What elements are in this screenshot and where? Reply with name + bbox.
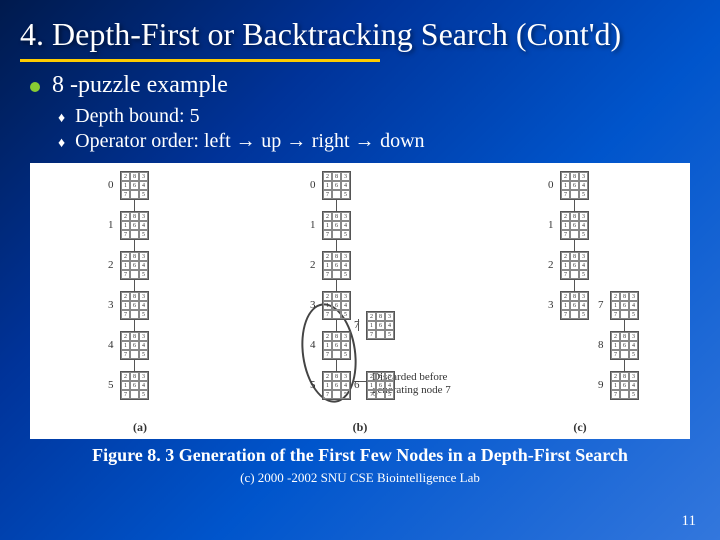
main-bullet-text: 8 -puzzle example: [52, 72, 228, 99]
slide-title: 4. Depth-First or Backtracking Search (C…: [0, 0, 720, 57]
panel-c: (c) 028316475128316475228316475328316475…: [470, 163, 690, 439]
arrow-icon: →: [355, 130, 381, 152]
sub-bullet-order: ♦ Operator order: left → up → right → do…: [58, 130, 690, 153]
arrow-icon: →: [236, 130, 262, 152]
panel-c-label: (c): [573, 420, 586, 435]
figure-caption: Figure 8. 3 Generation of the First Few …: [0, 445, 720, 466]
panel-b: Discarded before generating node 7 (b) 0…: [250, 163, 470, 439]
diamond-icon: ♦: [58, 136, 65, 152]
page-number: 11: [682, 513, 696, 530]
diamond-icon: ♦: [58, 111, 65, 127]
order-prefix: Operator order: left: [75, 130, 230, 152]
order-right: right: [312, 130, 350, 152]
panel-b-label: (b): [353, 420, 368, 435]
sub-bullet-order-text: Operator order: left → up → right → down: [75, 130, 424, 153]
sub-bullet-depth-text: Depth bound: 5: [75, 105, 199, 128]
figure-area: (a) 028316475128316475228316475328316475…: [30, 163, 690, 439]
main-bullet: 8 -puzzle example: [30, 72, 690, 99]
arrow-icon: →: [286, 130, 312, 152]
order-up: up: [261, 130, 281, 152]
bullet-icon: [30, 82, 40, 92]
panel-a-label: (a): [133, 420, 147, 435]
sub-bullet-depth: ♦ Depth bound: 5: [58, 105, 690, 128]
footer-text: (c) 2000 -2002 SNU CSE Biointelligence L…: [0, 470, 720, 486]
order-down: down: [380, 130, 424, 152]
panel-a: (a) 028316475128316475228316475328316475…: [30, 163, 250, 439]
content-area: 8 -puzzle example ♦ Depth bound: 5 ♦ Ope…: [0, 62, 720, 153]
